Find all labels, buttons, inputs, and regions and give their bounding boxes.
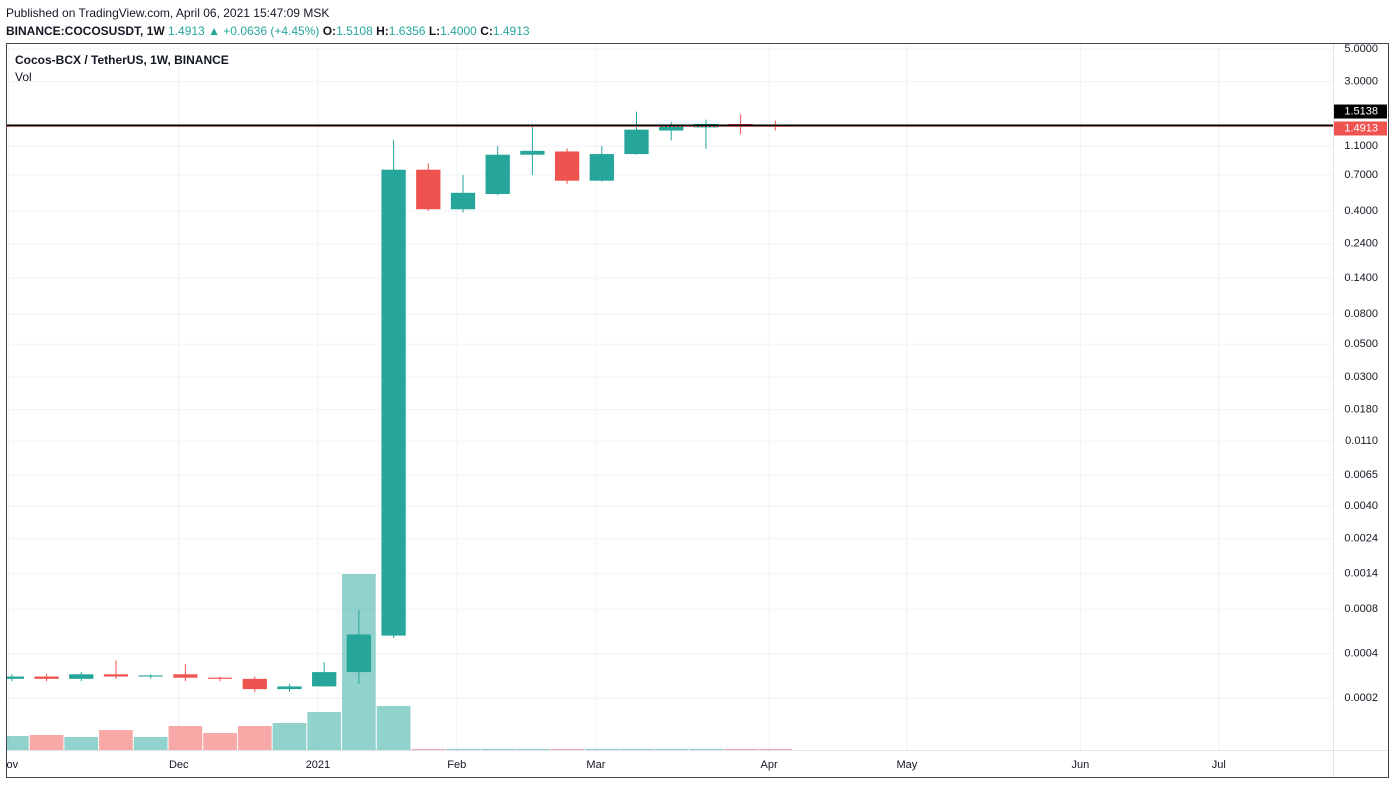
volume-bar bbox=[237, 726, 272, 750]
arrow: ▲ bbox=[208, 24, 220, 38]
h: 1.6356 bbox=[388, 24, 426, 38]
chart-title: Cocos-BCX / TetherUS, 1W, BINANCE bbox=[15, 53, 229, 67]
y-tick-label: 0.4000 bbox=[1344, 205, 1378, 217]
volume-bar bbox=[168, 726, 203, 750]
last: 1.4913 bbox=[168, 24, 205, 38]
candle-body bbox=[485, 154, 510, 195]
volume-bar bbox=[133, 737, 168, 750]
x-tick-label: 2021 bbox=[306, 759, 330, 771]
frame bbox=[6, 43, 1389, 778]
x-tick-label: Dec bbox=[169, 759, 189, 771]
volume-bar bbox=[619, 749, 654, 750]
candle-body bbox=[381, 169, 406, 636]
candle-layer bbox=[7, 111, 1333, 692]
candle-body bbox=[69, 674, 94, 679]
candle-body bbox=[7, 676, 25, 679]
candle-body bbox=[173, 674, 198, 678]
volume-bar bbox=[203, 733, 237, 750]
volume-bar bbox=[446, 749, 480, 750]
volume-label: Vol bbox=[15, 70, 32, 84]
y-tick-label: 1.1000 bbox=[1344, 140, 1378, 152]
x-tick-label: Nov bbox=[0, 759, 19, 771]
volume-bar bbox=[29, 735, 64, 750]
y-tick-label: 0.0040 bbox=[1344, 500, 1378, 512]
candle-body bbox=[207, 677, 233, 679]
candle-body bbox=[312, 672, 337, 687]
candle-body bbox=[520, 150, 545, 155]
y-tick-label: 0.1400 bbox=[1344, 272, 1378, 284]
volume-bar bbox=[480, 749, 515, 750]
change: +0.0636 (+4.45%) bbox=[223, 24, 320, 38]
y-tick-label: 0.2400 bbox=[1344, 237, 1378, 249]
x-tick-label: May bbox=[896, 759, 917, 771]
price-label-box bbox=[1334, 104, 1387, 119]
volume-bar bbox=[411, 749, 446, 750]
x-tick-label: Jul bbox=[1212, 759, 1226, 771]
price-label: 1.5138 bbox=[1344, 105, 1378, 117]
grid bbox=[7, 44, 1333, 750]
volume-bar bbox=[584, 749, 619, 750]
y-tick-label: 0.0004 bbox=[1344, 648, 1378, 660]
o: 1.5108 bbox=[336, 24, 373, 38]
volume-bar bbox=[550, 749, 584, 750]
volume-bar bbox=[64, 737, 99, 750]
y-tick-label: 0.0002 bbox=[1344, 692, 1378, 704]
volume-bar bbox=[723, 749, 758, 750]
y-tick-label: 0.0300 bbox=[1344, 371, 1378, 383]
volume-bar bbox=[376, 706, 411, 750]
x-tick-label: Mar bbox=[586, 759, 605, 771]
x-tick-label: Jun bbox=[1071, 759, 1089, 771]
header: Published on TradingView.com, April 06, … bbox=[6, 4, 530, 40]
price-label-box bbox=[1334, 121, 1387, 136]
y-tick-label: 0.0014 bbox=[1344, 567, 1378, 579]
axes: 5.0000 3.0000 1.1000 0.7000 0.4000 0.2400 0.14… bbox=[0, 43, 1387, 771]
volume-bar bbox=[272, 723, 307, 750]
y-tick-label: 0.7000 bbox=[1344, 169, 1378, 181]
published-line: Published on TradingView.com, April 06, … bbox=[6, 4, 530, 22]
candle-body bbox=[659, 126, 684, 131]
y-tick-label: 0.0024 bbox=[1344, 533, 1378, 545]
candle-body bbox=[34, 676, 59, 679]
candle-body bbox=[346, 634, 372, 673]
price-label: 1.4913 bbox=[1344, 122, 1378, 134]
volume-bar bbox=[99, 730, 133, 750]
published: Published on TradingView.com, April 06, … bbox=[6, 6, 330, 20]
y-tick-label: 0.0008 bbox=[1344, 603, 1378, 615]
volume-bar bbox=[689, 749, 723, 750]
y-tick-label: 5.0000 bbox=[1344, 43, 1378, 55]
volume-bar bbox=[7, 736, 29, 750]
o-label: O: bbox=[322, 24, 337, 38]
c: 1.4913 bbox=[492, 24, 530, 38]
y-tick-label: 0.0800 bbox=[1344, 308, 1378, 320]
x-tick-label: Apr bbox=[761, 759, 778, 771]
candle-body bbox=[450, 192, 476, 210]
y-tick-label: 3.0000 bbox=[1344, 76, 1378, 88]
y-tick-label: 0.0110 bbox=[1345, 435, 1378, 447]
h-label: H: bbox=[376, 24, 389, 38]
l: 1.4000 bbox=[440, 24, 477, 38]
candle-body bbox=[589, 154, 614, 181]
volume-bar bbox=[758, 749, 793, 750]
c-label: C: bbox=[480, 24, 493, 38]
symbol: BINANCE:COCOSUSDT, 1W bbox=[6, 24, 165, 38]
candle-body bbox=[277, 686, 302, 690]
y-tick-label: 0.0180 bbox=[1344, 404, 1378, 416]
candle-body bbox=[554, 151, 580, 181]
candle-body bbox=[138, 675, 163, 677]
volume-bar bbox=[515, 749, 550, 750]
candle-body bbox=[242, 678, 267, 690]
y-tick-label: 0.0500 bbox=[1344, 338, 1378, 350]
volume-bar bbox=[307, 712, 342, 750]
candle-body bbox=[624, 129, 649, 155]
y-tick-label: 0.0065 bbox=[1344, 469, 1378, 481]
candle-body bbox=[103, 674, 129, 677]
quote-line: BINANCE:COCOSUSDT, 1W 1.4913 ▲ +0.0636 (… bbox=[6, 22, 530, 40]
l-label: L: bbox=[428, 24, 441, 38]
candle-body bbox=[416, 169, 441, 210]
volume-bar bbox=[654, 749, 689, 750]
x-tick-label: Feb bbox=[447, 759, 466, 771]
